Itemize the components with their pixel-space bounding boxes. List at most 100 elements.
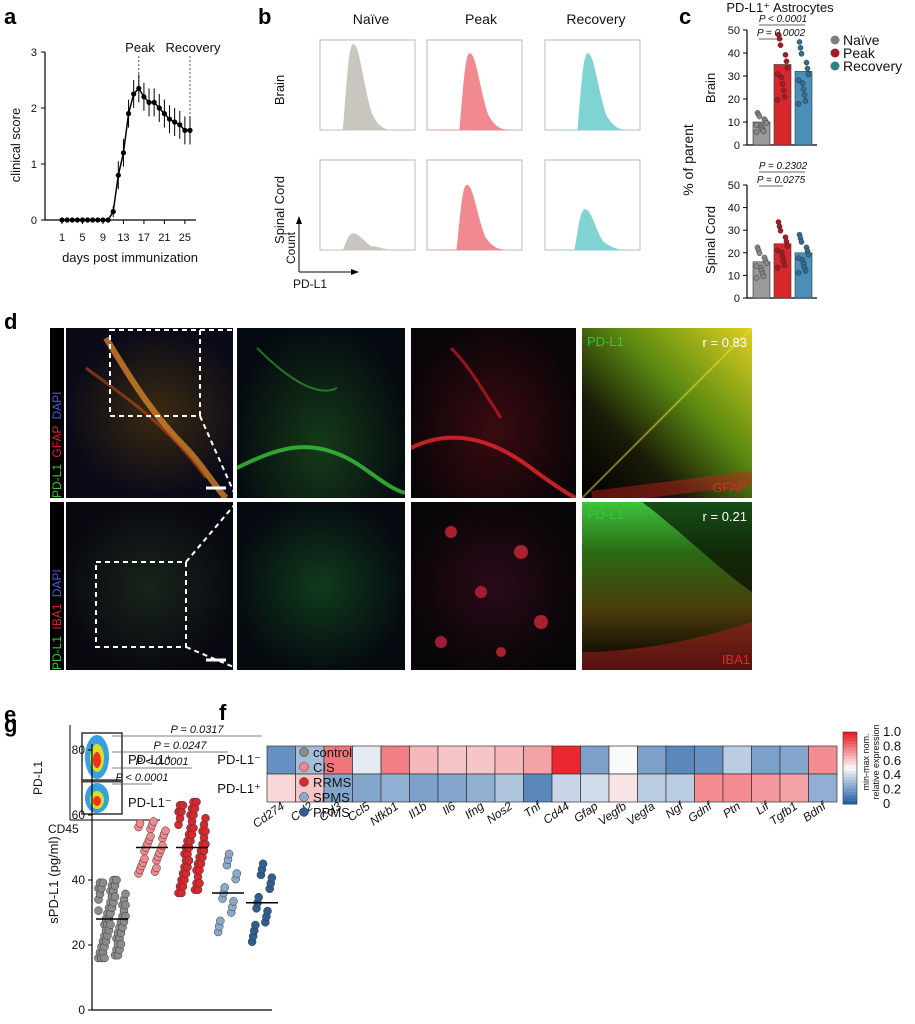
- data-point: [254, 892, 263, 902]
- histogram-curve: [435, 53, 508, 131]
- data-point: [184, 856, 194, 865]
- scatter-1-r: r = 0.83: [703, 335, 747, 350]
- p-value-sc-1: P = 0.2302: [759, 161, 808, 172]
- colorbar-tick-label: 0.2: [883, 782, 901, 797]
- data-point: [156, 105, 162, 111]
- heatmap-cell: [380, 773, 410, 803]
- data-point: [177, 122, 183, 128]
- data-point: [760, 128, 767, 134]
- heatmap-cell: [751, 745, 781, 775]
- data-point: [106, 920, 115, 929]
- data-point: [801, 92, 808, 98]
- colorbar-segment: [843, 786, 857, 790]
- heatmap-cell: [523, 745, 553, 775]
- data-point: [753, 274, 760, 281]
- data-point: [778, 74, 785, 81]
- data-point: [784, 243, 791, 249]
- panel-d-label: d: [4, 309, 17, 334]
- legend-label-naive: Naïve: [843, 32, 880, 48]
- data-point: [201, 840, 210, 849]
- scatter-2-labels: PD-L1 r = 0.21 IBA1: [587, 507, 750, 667]
- panel-label-c: c: [679, 4, 691, 29]
- heatmap-cell: [751, 773, 781, 803]
- x-tick-label: 25: [179, 232, 191, 244]
- legend-marker-naive: [830, 35, 840, 45]
- histogram-curve: [328, 233, 392, 251]
- data-point: [802, 98, 809, 104]
- bar: [794, 252, 813, 299]
- data-point: [59, 217, 65, 223]
- data-point: [201, 814, 210, 823]
- data-point: [756, 113, 763, 120]
- histogram-grid: [319, 39, 641, 251]
- legend-marker-recovery: [830, 61, 840, 71]
- heatmap-cell: [808, 745, 838, 775]
- data-point: [802, 268, 809, 274]
- data-point: [201, 827, 210, 836]
- y-tick-label: 50: [728, 25, 740, 37]
- data-point: [158, 841, 167, 850]
- panel-label-f: f: [219, 700, 227, 725]
- colorbar-segment: [843, 783, 857, 787]
- row-label-spinal-cord: Spinal Cord: [272, 176, 287, 244]
- data-point: [141, 94, 147, 100]
- histogram-curve: [553, 53, 626, 131]
- heatmap-cell: [637, 773, 667, 803]
- data-point: [258, 859, 268, 868]
- bar: [752, 121, 771, 146]
- heatmap: Cd274Ccl2Ccl3Ccl5Nfkb1Il1bIl6IfngNos2Tnf…: [250, 745, 838, 831]
- y-tick-label: 50: [728, 180, 740, 192]
- scatter-1-labels: PD-L1 r = 0.83 GFAP: [587, 334, 747, 495]
- data-point: [187, 127, 193, 133]
- data-point: [229, 897, 238, 906]
- heatmap-cell: [409, 773, 439, 803]
- heatmap-cell: [551, 773, 581, 803]
- heatmap-cell: [352, 773, 382, 803]
- data-point: [161, 111, 167, 117]
- legend-label: SPMS: [313, 790, 350, 805]
- row-label-brain: Brain: [272, 75, 287, 105]
- panel-b: b Naïve Peak Recovery Brain Spinal Cord …: [258, 4, 641, 291]
- data-point: [753, 121, 760, 128]
- data-point: [777, 42, 784, 48]
- colorbar-segment: [843, 771, 857, 775]
- scatter-2-ylabel: PD-L1: [587, 507, 624, 522]
- colorbar-segment: [843, 801, 857, 805]
- data-point: [152, 863, 161, 873]
- scatter-pdl1-vs-iba1: [582, 502, 752, 670]
- panel-e: e PD-L1⁺ PD-L1⁻ PD-L1 CD45: [4, 702, 172, 836]
- p-value: P = 0.0317: [170, 724, 224, 736]
- data-point: [779, 81, 786, 87]
- data-point: [120, 150, 127, 156]
- heatmap-cell: [665, 773, 695, 803]
- data-point: [774, 264, 781, 271]
- heatmap-cell: [779, 773, 809, 803]
- p-value: P < 0.0001: [115, 772, 168, 784]
- data-point: [146, 99, 152, 105]
- gene-label: Gfap: [571, 799, 601, 826]
- heatmap-cell: [352, 745, 382, 775]
- y-tick-label: 40: [72, 873, 86, 887]
- gate-label-negative: PD-L1⁻: [128, 795, 172, 810]
- data-point: [79, 217, 86, 223]
- row-2-label: PD-L1 IBA1 DAPI: [50, 569, 64, 670]
- data-point: [798, 239, 805, 245]
- axis-label-y: clinical score: [8, 108, 23, 182]
- data-point: [796, 39, 803, 45]
- micrograph-zoom-pdl1-green: [237, 328, 405, 498]
- gene-label: Vegfa: [624, 799, 658, 828]
- colorbar-segment: [843, 774, 857, 778]
- data-point: [149, 817, 158, 826]
- gene-label: Tgfb1: [767, 799, 800, 828]
- data-point: [121, 889, 130, 899]
- panel-g: g sPD-L1 (pg/ml) 0 20 40 60 80 P < 0.0001 P < 0…: [4, 712, 352, 1017]
- x-tick-label: 13: [117, 232, 129, 244]
- axis-label-y: sPD-L1 (pg/ml): [46, 836, 61, 923]
- label-dapi: DAPI: [50, 569, 64, 597]
- histogram-curve: [328, 44, 392, 131]
- x-tick-label: 9: [100, 232, 106, 244]
- data-point: [774, 71, 781, 77]
- data-point: [100, 953, 109, 963]
- legend-marker: [299, 747, 309, 757]
- axis-label-x: days post immunization: [62, 250, 198, 265]
